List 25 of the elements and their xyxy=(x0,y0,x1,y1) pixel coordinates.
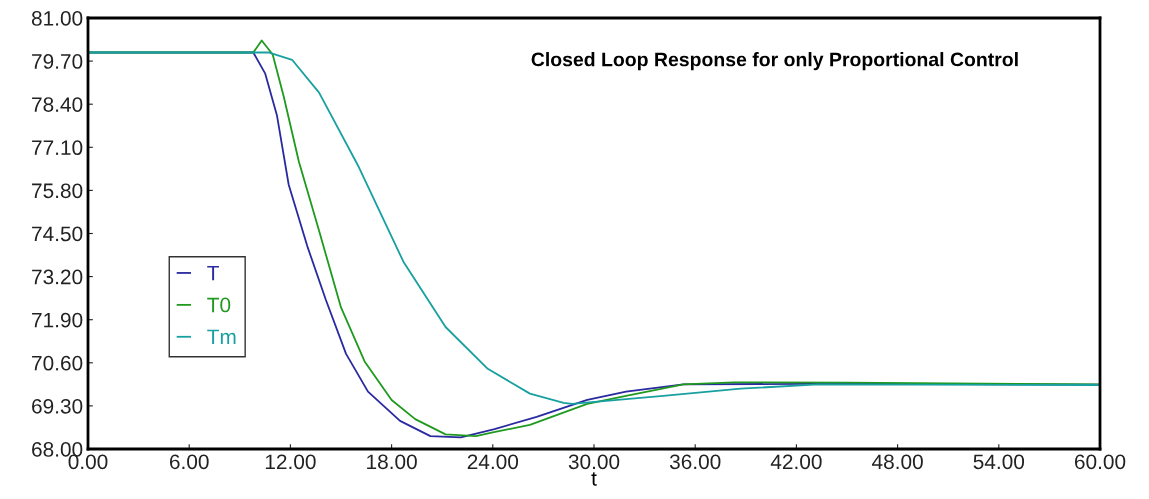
x-tick-label: 36.00 xyxy=(669,454,721,470)
y-tick-label: 69.30 xyxy=(32,398,83,414)
x-axis-title: t xyxy=(591,472,597,486)
y-tick-label: 75.80 xyxy=(32,183,83,199)
x-tick-label: 60.00 xyxy=(1074,454,1126,470)
x-tick-label: 6.00 xyxy=(169,454,209,470)
y-tick-label: 81.00 xyxy=(31,11,83,26)
x-tick-label: 54.00 xyxy=(973,454,1025,470)
y-tick-label: 78.40 xyxy=(32,97,83,112)
x-tick-label: 24.00 xyxy=(467,454,519,470)
y-tick-label: 70.60 xyxy=(32,355,83,371)
x-tick-label: 42.00 xyxy=(770,454,822,470)
y-tick-label: 79.70 xyxy=(32,54,83,69)
y-tick-label: 77.10 xyxy=(32,140,83,156)
x-tick-label: 12.00 xyxy=(265,454,316,470)
legend-label: T0 xyxy=(207,297,231,313)
y-tick-label: 71.90 xyxy=(32,312,83,328)
y-tick-label: 73.20 xyxy=(32,269,83,285)
legend-label: T xyxy=(207,265,220,281)
x-tick-label: 30.00 xyxy=(568,454,620,470)
x-tick-label: 48.00 xyxy=(872,454,923,470)
x-tick-label: 18.00 xyxy=(367,454,417,470)
text: Closed Loop Response for only Proportional Control xyxy=(531,52,1018,71)
y-tick-label: 74.50 xyxy=(32,226,83,242)
legend-label: Tm xyxy=(207,329,236,345)
